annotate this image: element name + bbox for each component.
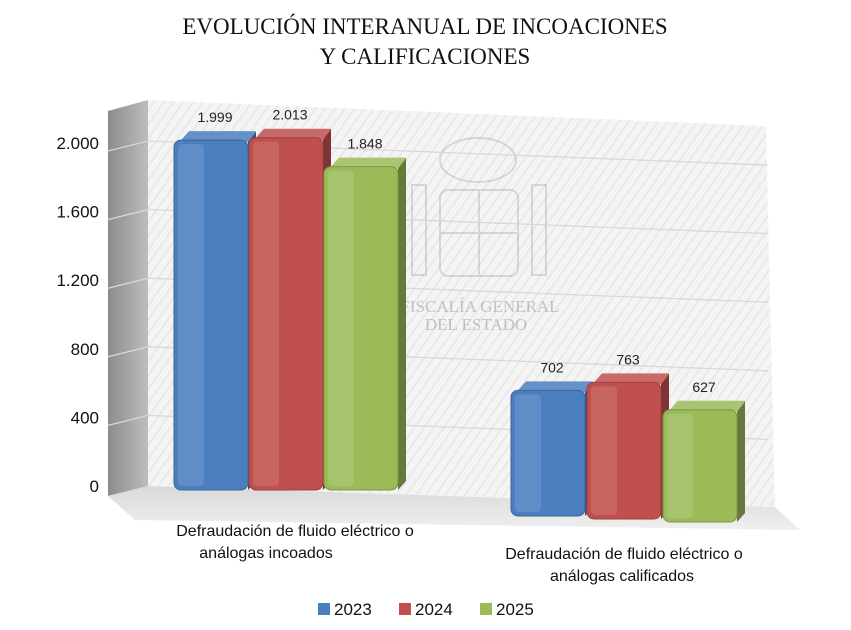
bar-highlight	[328, 170, 354, 486]
chart-title-line-1: EVOLUCIÓN INTERANUAL DE INCOACIONES	[182, 13, 667, 39]
bar-2024-2	[586, 381, 662, 520]
bar-side-2025-1	[398, 157, 406, 490]
y-tick-label: 800	[71, 340, 99, 359]
gridline-side	[107, 140, 149, 152]
legend: 2023 2024 2025	[318, 600, 534, 619]
chart-title-line-2: Y CALIFICACIONES	[320, 44, 531, 69]
category-label-1-line-2: análogas incoados	[199, 545, 332, 562]
bar-top-2023-2	[518, 381, 593, 393]
bars	[173, 128, 745, 523]
bar-highlight	[591, 386, 617, 515]
category-label-2-line-1: Defraudación de fluido eléctrico o	[505, 546, 743, 563]
y-tick-label: 0	[90, 477, 99, 496]
bar-top-2025-1	[331, 157, 406, 169]
data-label-2023-2: 702	[540, 359, 564, 375]
data-label-2023-1: 1.999	[197, 109, 232, 125]
y-tick-label: 1.600	[56, 203, 99, 222]
y-tick-label: 2.000	[56, 134, 99, 153]
bar-top-2024-1	[256, 128, 331, 140]
data-labels: 1.999 702 2.013 763 1.848 627	[197, 107, 715, 395]
legend-swatch-2025	[480, 603, 492, 615]
bar-2023-2	[510, 389, 586, 517]
bar-2024-1	[248, 137, 324, 491]
bar-highlight	[667, 413, 693, 518]
data-label-2025-2: 627	[692, 379, 716, 395]
watermark-text-line-2: DEL ESTADO	[425, 315, 527, 334]
data-label-2024-1: 2.013	[272, 107, 307, 123]
watermark-seal	[411, 137, 547, 277]
bar-top-2023-1	[181, 131, 256, 143]
legend-label-2025: 2025	[496, 600, 534, 619]
bar-2025-1	[323, 166, 399, 491]
bar-top-2024-2	[594, 373, 669, 385]
bar-highlight	[253, 141, 279, 486]
y-tick-label: 400	[71, 408, 99, 427]
gridline-side	[107, 346, 149, 358]
y-axis-ticks: 0 400 800 1.200 1.600 2.000	[56, 134, 99, 496]
watermark-text-line-1: FISCALÍA GENERAL	[400, 297, 559, 316]
gridline-side	[107, 277, 149, 289]
bar-side-2025-2	[737, 400, 745, 522]
bar-highlight	[178, 144, 204, 487]
bar-2023-1	[173, 139, 249, 491]
legend-swatch-2023	[318, 603, 330, 615]
legend-label-2023: 2023	[334, 600, 372, 619]
category-label-2-line-2: análogas calificados	[550, 568, 694, 585]
data-label-2024-2: 763	[616, 351, 640, 367]
gridline-side	[107, 414, 149, 427]
category-label-1-line-1: Defraudación de fluido eléctrico o	[176, 523, 414, 540]
y-tick-label: 1.200	[56, 271, 99, 290]
bar-2025-2	[662, 409, 738, 523]
data-label-2025-1: 1.848	[347, 136, 382, 152]
gridline-side	[107, 208, 149, 221]
bar-highlight	[515, 394, 541, 512]
bar-top-2025-2	[670, 400, 745, 412]
legend-swatch-2024	[399, 603, 411, 615]
legend-label-2024: 2024	[415, 600, 453, 619]
side-wall	[108, 100, 148, 496]
